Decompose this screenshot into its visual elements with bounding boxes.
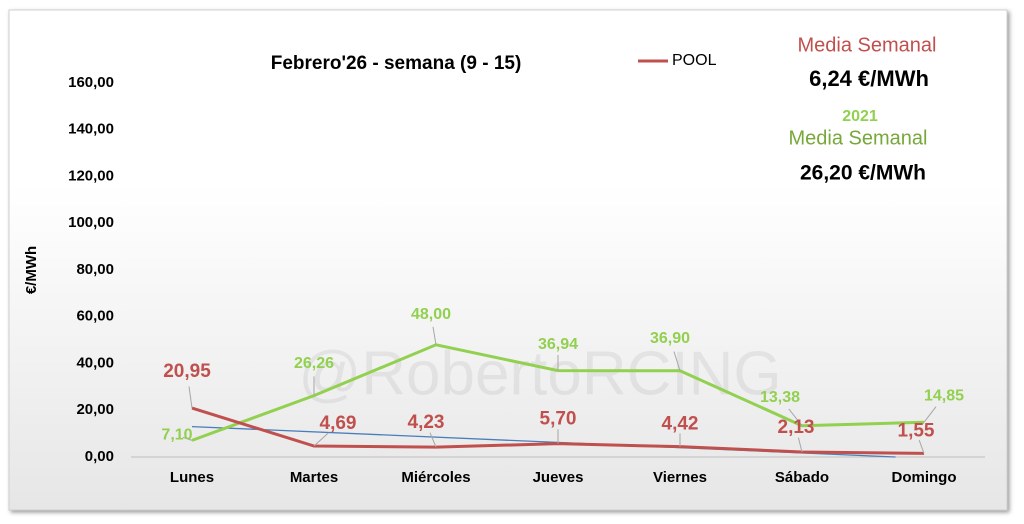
data-label: 4,23	[408, 412, 445, 433]
data-label: 14,85	[924, 388, 964, 405]
data-label: 2,13	[778, 417, 815, 438]
leader-line	[182, 436, 193, 441]
y-tick-label: 100,00	[68, 214, 114, 231]
leader-line	[429, 432, 437, 448]
leader-line	[313, 432, 329, 447]
y-tick-label: 120,00	[68, 167, 114, 184]
x-tick-label: Martes	[290, 469, 338, 486]
x-tick-label: Jueves	[533, 469, 584, 486]
pool-mean-value: 6,24 €/MWh	[809, 66, 929, 91]
reference-mean-value: 26,20 €/MWh	[800, 162, 926, 185]
data-label: 26,26	[294, 355, 334, 372]
data-label: 13,38	[760, 389, 800, 406]
data-label: 5,70	[540, 409, 577, 430]
data-label: 36,94	[538, 336, 578, 353]
data-label: 48,00	[411, 306, 451, 323]
y-tick-label: 0,00	[85, 448, 114, 465]
y-tick-label: 160,00	[68, 74, 114, 91]
chart-title: Febrero'26 - semana (9 - 15)	[271, 53, 522, 74]
x-tick-label: Sábado	[775, 469, 829, 486]
data-label: 20,95	[163, 361, 211, 382]
leader-line	[797, 437, 803, 453]
leader-line	[432, 326, 437, 345]
reference-mean-label: Media Semanal	[789, 127, 928, 149]
x-tick-label: Miércoles	[401, 469, 470, 486]
watermark: @RobertoRCING	[298, 339, 781, 408]
y-tick-label: 140,00	[68, 121, 114, 138]
reference-year: 2021	[842, 108, 878, 125]
leader-line	[788, 408, 803, 427]
y-axis-label: €/MWh	[23, 246, 40, 294]
y-tick-label: 40,00	[76, 354, 114, 371]
x-tick-label: Viernes	[653, 469, 707, 486]
y-tick-label: 80,00	[76, 261, 114, 278]
data-label: 1,55	[898, 420, 935, 441]
x-tick-label: Lunes	[170, 469, 214, 486]
y-tick-label: 20,00	[76, 401, 114, 418]
leader-line	[923, 406, 937, 423]
leader-line	[918, 440, 925, 454]
y-tick-label: 60,00	[76, 308, 114, 325]
leader-line	[673, 351, 681, 371]
legend-label: POOL	[672, 52, 717, 69]
data-label: 4,42	[662, 414, 699, 435]
data-label: 36,90	[650, 330, 690, 347]
leader-line	[188, 386, 193, 409]
frame	[8, 9, 1008, 511]
data-label: 4,69	[320, 413, 357, 434]
data-label: 7,10	[161, 427, 192, 444]
pool-mean-label: Media Semanal	[798, 34, 937, 56]
x-tick-label: Domingo	[892, 469, 957, 486]
